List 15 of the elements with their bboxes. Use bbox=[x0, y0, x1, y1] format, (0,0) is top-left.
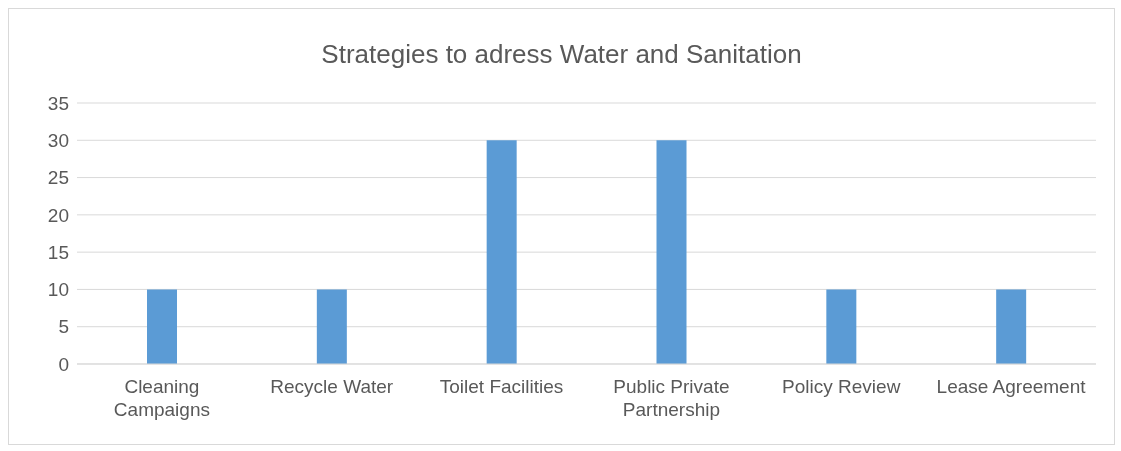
y-tick-label: 5 bbox=[58, 316, 69, 338]
y-tick-label: 0 bbox=[58, 353, 69, 375]
x-tick-label: Lease Agreement bbox=[936, 376, 1087, 398]
y-tick-label: 30 bbox=[47, 130, 69, 152]
y-tick-label: 25 bbox=[47, 167, 69, 189]
x-tick-label: Policy Review bbox=[782, 376, 901, 398]
y-tick-label: 10 bbox=[47, 279, 69, 301]
x-tick-label: Toilet Facilities bbox=[439, 376, 564, 398]
x-tick-label: Recycle Water bbox=[270, 376, 394, 398]
y-tick-label: 35 bbox=[47, 92, 69, 114]
y-tick-label: 15 bbox=[47, 241, 69, 263]
chart-title: Strategies to adress Water and Sanitation bbox=[320, 39, 803, 71]
y-tick-label: 20 bbox=[47, 204, 69, 226]
x-tick-label: Public Private Partnership bbox=[613, 376, 730, 420]
x-tick-label: Cleaning Campaigns bbox=[113, 376, 210, 420]
